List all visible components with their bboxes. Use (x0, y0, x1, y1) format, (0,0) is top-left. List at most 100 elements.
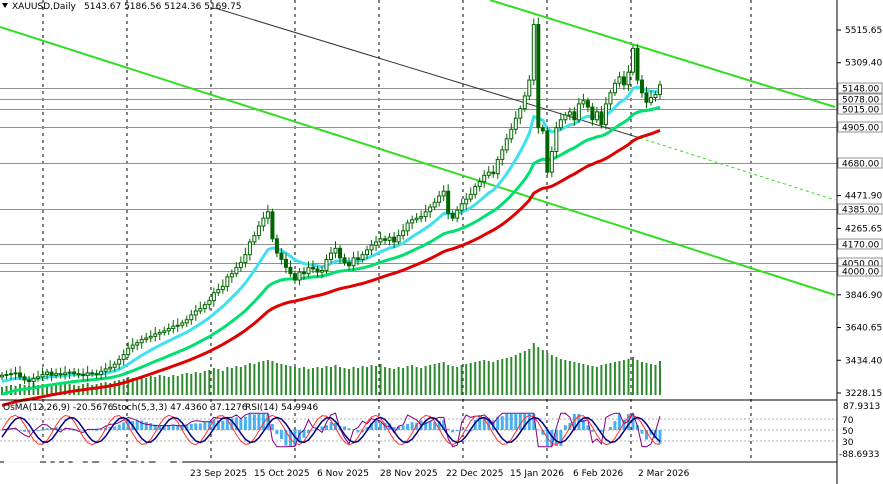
brand-tagline: Instant Forex Trading (44, 471, 160, 484)
candle-body (441, 190, 446, 197)
volume-bar (393, 369, 396, 395)
trendline-resistance-projection (639, 137, 836, 201)
price-tick-label: 4471.90 (845, 192, 882, 202)
volume-bar (339, 367, 342, 395)
volume-bar (176, 376, 179, 395)
candle-body (247, 241, 252, 256)
candle-body (139, 339, 144, 344)
level-label: 4385.00 (842, 206, 879, 216)
osma-bar (306, 430, 310, 433)
candle-body (9, 373, 14, 376)
volume-bar (235, 366, 238, 395)
osma-bar (315, 429, 319, 430)
candle-body (270, 211, 275, 240)
osma-bar (243, 416, 247, 430)
candle-body (234, 266, 239, 275)
osma-bar (302, 430, 306, 438)
volume-bar (357, 368, 360, 395)
header: XAUUSD,Daily 5143.67 5186.56 5124.36 516… (2, 2, 241, 12)
candle-body (329, 252, 333, 260)
volume-bar (122, 379, 125, 395)
candle-body (351, 257, 356, 267)
candle-body (261, 217, 266, 227)
brand-name: instaforex (44, 446, 188, 475)
candle-body (162, 330, 167, 333)
candle-body (464, 198, 469, 205)
osma-bar (257, 414, 261, 430)
volume-bar (244, 365, 247, 395)
volume-bar (573, 362, 576, 395)
volume-bar (221, 371, 224, 395)
candle-body (243, 254, 248, 264)
candle-body (396, 235, 401, 243)
volume-bar (284, 365, 287, 395)
candle-body (310, 266, 315, 270)
osma-bar (433, 422, 437, 430)
volume-bar (158, 375, 161, 395)
volume-bar (293, 367, 296, 395)
candle-body (189, 314, 194, 321)
candle-body (477, 181, 482, 187)
candle-body (374, 241, 379, 246)
volume-bar (271, 361, 274, 395)
candle-body (144, 337, 149, 341)
price-tick-label: 3640.65 (845, 324, 882, 334)
volume-bar (559, 359, 562, 395)
osma-bar (180, 425, 184, 430)
candle-body (585, 100, 590, 108)
level-label-box (837, 103, 883, 115)
osma-bar (266, 414, 270, 430)
osma-bar (9, 429, 13, 430)
osma-bar (167, 425, 171, 430)
volume-bar (568, 361, 571, 395)
osma-bar (320, 426, 324, 430)
candle-body (333, 247, 338, 254)
volume-bar (131, 378, 134, 395)
candle-body (202, 304, 207, 310)
volume-bar (59, 385, 62, 395)
volume-bar (10, 385, 13, 395)
candle-body (590, 106, 595, 121)
volume-bar (537, 347, 540, 395)
osma-bar (644, 430, 648, 440)
candle-body (446, 190, 451, 214)
osma-bar (401, 425, 405, 430)
volume-bar (352, 367, 355, 395)
candle-body (31, 377, 36, 383)
moving-average-slow (1, 129, 661, 407)
osma-bar (311, 430, 315, 431)
osma-bar (248, 414, 252, 430)
osma-bar (487, 418, 491, 430)
osma-bar (270, 424, 274, 430)
candle-body (198, 308, 203, 312)
candle-body (324, 258, 329, 272)
candle-body (495, 158, 500, 175)
candle-body (315, 268, 320, 273)
candle-body (491, 171, 496, 175)
volume-bar (230, 368, 233, 395)
level-label: 4170.00 (842, 241, 879, 251)
collapse-triangle-icon[interactable] (2, 3, 8, 8)
price-tick-label: 5309.40 (845, 59, 882, 69)
level-label-box (837, 238, 883, 250)
candle-body (279, 252, 284, 260)
osma-bar (509, 414, 513, 430)
osma-bar (590, 430, 594, 432)
candle-body (468, 193, 473, 200)
level-label-box (837, 203, 883, 215)
volume-bar (325, 366, 328, 395)
candle-body (54, 373, 59, 376)
volume-bar (505, 358, 508, 395)
candle-body (13, 372, 18, 375)
osma-bar (496, 416, 500, 430)
volume-bar (104, 382, 107, 395)
volume-bar (46, 385, 49, 395)
volume-bar (420, 368, 423, 395)
candlesticks (0, 17, 662, 388)
volume-bar (474, 362, 477, 395)
volume-bar (487, 361, 490, 395)
candle-body (99, 370, 104, 375)
time-tick-label: 22 Dec 2025 (446, 469, 504, 479)
osma-bar (230, 418, 234, 430)
